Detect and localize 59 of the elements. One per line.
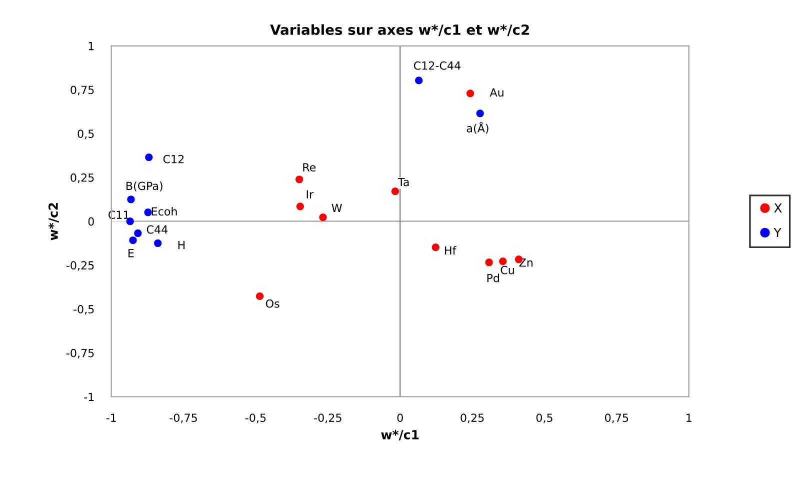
- point: [391, 187, 400, 196]
- point: [499, 257, 507, 266]
- annotation: Hf: [445, 246, 456, 255]
- y-tick-label: -0,25: [66, 261, 94, 271]
- annotation: Au: [490, 88, 504, 97]
- x-tick-label: 0,25: [460, 414, 484, 424]
- annotation: Ir: [306, 190, 314, 198]
- annotation: H: [178, 240, 185, 250]
- y-tick-label: 0: [88, 217, 94, 226]
- x-tick-label: 0,75: [605, 414, 628, 424]
- x-tick-label: 1: [686, 414, 692, 422]
- y-tick-label: -1: [84, 392, 94, 401]
- annotation: C44: [146, 225, 168, 234]
- x-tick-label: -0,5: [245, 414, 266, 424]
- annotation: C11: [108, 210, 129, 219]
- point: [319, 213, 327, 222]
- y-tick-label: 0,75: [70, 86, 94, 96]
- y-tick-label: -0,5: [74, 305, 94, 315]
- y-tick-label: 0,25: [70, 173, 94, 183]
- legend-label: Y: [774, 228, 782, 238]
- annotation: Re: [303, 163, 316, 172]
- point: [485, 258, 493, 266]
- annotation: Ta: [398, 178, 409, 186]
- point: [134, 229, 142, 238]
- point: [127, 196, 135, 204]
- annotation: W: [332, 204, 342, 212]
- point: [145, 153, 153, 162]
- annotation: a(Å): [466, 122, 488, 134]
- legend-label: X: [774, 203, 782, 212]
- point: [126, 217, 134, 226]
- x-tick-label: 0: [397, 414, 403, 422]
- point: [432, 243, 440, 252]
- y-tick-label: 0,5: [78, 130, 94, 140]
- annotation: Os: [266, 299, 280, 308]
- annotation: Ecoh: [152, 206, 177, 216]
- point: [129, 236, 137, 244]
- point: [144, 208, 152, 216]
- chart-title: Variables sur axes w*/c1 et w*/c2: [270, 24, 529, 36]
- y-axis-title: w*/c2: [48, 203, 59, 240]
- point: [296, 176, 304, 184]
- x-axis-title: w*/c1: [381, 430, 419, 440]
- annotation: B(GPa): [126, 182, 162, 192]
- point: [466, 90, 474, 98]
- y-tick-label: 1: [88, 42, 94, 50]
- x-tick-label: -0,75: [170, 414, 197, 424]
- point: [256, 292, 264, 300]
- point: [154, 239, 162, 248]
- point: [415, 76, 423, 84]
- x-tick-label: -0,25: [314, 414, 342, 424]
- x-tick-label: -1: [106, 414, 116, 422]
- y-tick-label: -0,75: [66, 348, 94, 358]
- annotation: Cu: [500, 266, 514, 274]
- x-tick-label: 0,5: [536, 414, 552, 424]
- annotation: Pd: [487, 274, 500, 282]
- point: [296, 202, 304, 210]
- annotation: E: [128, 249, 134, 258]
- point: [476, 110, 484, 118]
- annotation: C12-C44: [414, 61, 460, 70]
- annotation: C12: [163, 154, 184, 164]
